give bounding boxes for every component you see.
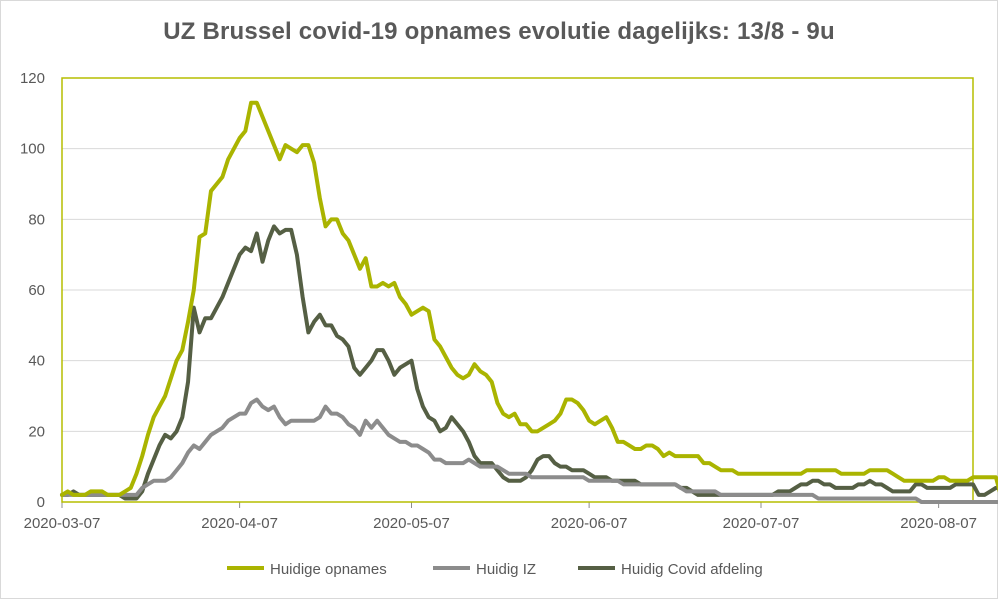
plot-area-border (61, 77, 974, 503)
y-tick-label: 80 (28, 211, 45, 228)
x-tick-label: 2020-06-07 (551, 515, 628, 532)
y-tick-label: 60 (28, 282, 45, 299)
series-line-huidig-covid-afdeling (60, 224, 998, 501)
y-tick-label: 100 (20, 141, 45, 158)
y-tick-label: 40 (28, 353, 45, 370)
x-tick-label: 2020-07-07 (723, 515, 800, 532)
series-lines (60, 100, 998, 504)
y-tick-label: 20 (28, 423, 45, 440)
y-tick-label: 0 (37, 494, 45, 511)
x-tick-label: 2020-08-07 (900, 515, 977, 532)
chart-title: UZ Brussel covid-19 opnames evolutie dag… (163, 18, 835, 45)
x-tick-label: 2020-03-07 (24, 515, 101, 532)
legend-label: Huidige opnames (270, 561, 387, 578)
legend-label: Huidig IZ (476, 561, 536, 578)
legend-label: Huidig Covid afdeling (621, 561, 763, 578)
legend: Huidige opnames Huidig IZ Huidig Covid afd… (227, 561, 763, 578)
x-tick-label: 2020-05-07 (373, 515, 450, 532)
series-line-huidig-iz (60, 397, 998, 504)
y-tick-label: 120 (20, 70, 45, 87)
x-tick-label: 2020-04-07 (201, 515, 278, 532)
series-line-huidige-opnames (60, 100, 998, 497)
y-axis-ticks: 0 20 40 60 80 100 120 (20, 70, 45, 511)
x-axis-ticks: 2020-03-07 2020-04-07 2020-05-07 2020-06-07… (24, 502, 977, 532)
